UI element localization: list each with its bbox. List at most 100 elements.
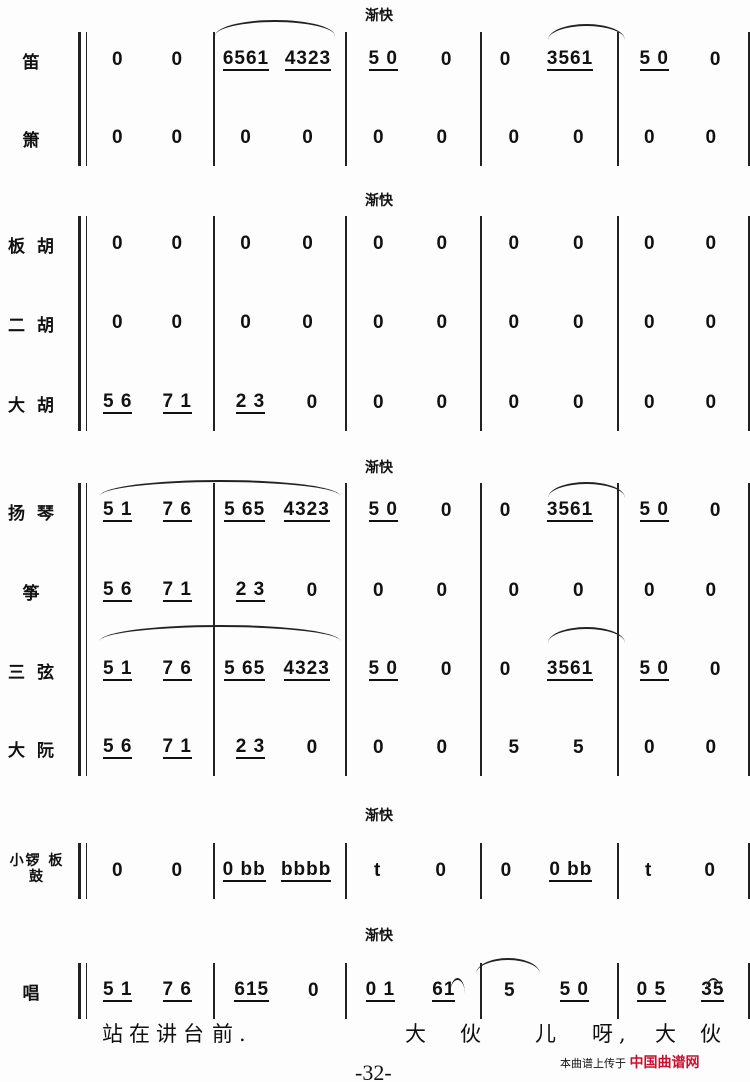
slur-mark (450, 978, 465, 994)
note-group: 7 1 (162, 391, 192, 414)
tempo-mark: 渐快 (365, 8, 393, 24)
note-group: 0 (372, 737, 385, 758)
note-group: 0 (302, 312, 314, 333)
instrument-label: 大阮 (8, 741, 66, 761)
measure: 5 0 0 (347, 491, 474, 531)
measure: 5 5 0 (482, 971, 611, 1011)
barline (480, 843, 482, 899)
note-group: 0 (508, 580, 521, 601)
note-group: 0 (171, 49, 184, 70)
barline (480, 483, 482, 776)
measure: 5 0 0 (619, 491, 742, 531)
measure: 5 1 7 6 (88, 491, 207, 531)
note-group: 0 (499, 500, 512, 521)
note-group: 0 (508, 392, 521, 413)
note-group: 0 (705, 392, 718, 413)
staff-row: 小锣 板鼓 0 0 0 bb bbbb t 0 0 0 bb t 0 (0, 851, 750, 891)
barline (617, 216, 619, 431)
note-group: 0 (436, 737, 449, 758)
lyrics-line: 站在讲台 前. 大伙儿呀, 大伙 (0, 1018, 750, 1048)
tempo-mark: 渐快 (365, 928, 393, 944)
measure: 5 6 7 1 (88, 728, 207, 768)
barline (480, 216, 482, 431)
note-group: 0 (372, 392, 385, 413)
note-group: 0 (171, 127, 184, 148)
note-group: 0 (709, 49, 722, 70)
measure: 0 1 61 (347, 971, 474, 1011)
note-group: 0 (111, 49, 124, 70)
note-group: 0 (508, 233, 521, 254)
instrument-label: 箫 (22, 131, 52, 151)
lyric-word: 大 (655, 1022, 682, 1046)
note-group: 3561 (546, 48, 594, 71)
note-group: 0 (240, 312, 252, 333)
staff-row: 三弦 5 1 7 6 5 65 4323 5 0 0 0 3561 5 0 0 (0, 650, 750, 690)
note-group: 4323 (283, 658, 330, 681)
note-group: 0 (643, 233, 656, 254)
note-group: 5 0 (639, 48, 669, 71)
barline (748, 963, 750, 1019)
note-group: 2 3 (235, 736, 266, 759)
measure: 5 65 4323 (215, 650, 339, 690)
note-group: 5 (508, 737, 521, 758)
note-group: 0 (704, 860, 716, 881)
instrument-label: 筝 (22, 584, 52, 604)
barline (617, 963, 619, 1019)
measure: 5 0 0 (619, 40, 742, 80)
slur-mark (548, 24, 625, 40)
tempo-mark: 渐快 (365, 808, 393, 824)
barline (748, 483, 750, 776)
note-group: 0 bb (549, 859, 593, 882)
instrument-label: 大胡 (8, 396, 66, 416)
barline (617, 32, 619, 166)
note-group: 0 (436, 233, 449, 254)
note-group: 0 (572, 127, 585, 148)
barline (345, 216, 347, 431)
lyric-word: 伙 (700, 1022, 727, 1046)
note-group: 0 (111, 312, 124, 333)
note-group: 0 bb (222, 859, 266, 882)
barline (213, 963, 215, 1019)
note-group: 0 (306, 737, 319, 758)
note-group: 2 3 (235, 391, 266, 414)
measure: 5 1 7 6 (88, 971, 207, 1011)
barline (345, 963, 347, 1019)
staff-row: 扬琴 5 1 7 6 5 65 4323 5 0 0 0 3561 5 0 0 (0, 491, 750, 531)
measure: 0 3561 (482, 491, 611, 531)
slur-mark (705, 978, 722, 994)
note-group: 0 (643, 312, 656, 333)
note-group: 4323 (284, 48, 332, 71)
note-group: 0 (709, 500, 722, 521)
instrument-label: 唱 (22, 984, 52, 1004)
note-group: 5 6 (103, 736, 133, 759)
note-group: 0 (302, 127, 314, 148)
barline (748, 216, 750, 431)
measure: 5 1 7 6 (88, 650, 207, 690)
note-group: 3561 (546, 658, 594, 681)
note-group: 0 (705, 127, 718, 148)
measure: 2 3 0 (215, 571, 339, 611)
barline (213, 32, 215, 166)
barline (213, 843, 215, 899)
note-group: 0 (436, 312, 449, 333)
note-group: 7 6 (162, 499, 192, 522)
barline (345, 32, 347, 166)
note-group: 5 6 (103, 579, 133, 602)
slur-mark (215, 20, 335, 36)
page-number: -32- (355, 1060, 392, 1082)
note-group: 0 (440, 49, 453, 70)
note-group: t (645, 860, 653, 881)
